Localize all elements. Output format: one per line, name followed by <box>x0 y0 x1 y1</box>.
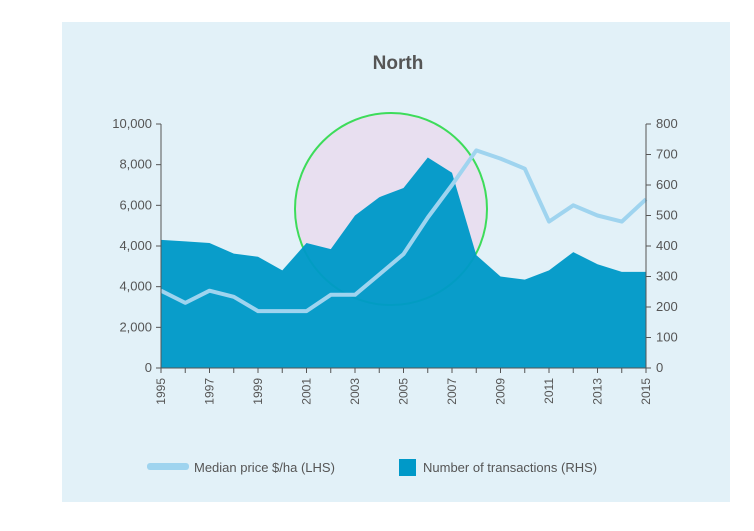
transactions-area <box>161 157 646 368</box>
left-tick-label: 4,000 <box>119 238 152 253</box>
right-tick-label: 600 <box>656 177 678 192</box>
left-tick-label: 8,000 <box>119 157 152 172</box>
left-tick-label: 4,000 <box>119 279 152 294</box>
right-tick-label: 300 <box>656 269 678 284</box>
x-tick-label: 1997 <box>203 378 217 405</box>
right-tick-label: 800 <box>656 116 678 131</box>
median-price-line <box>160 148 648 314</box>
x-tick-label: 2005 <box>397 378 411 405</box>
chart-title: North <box>373 53 424 74</box>
right-tick-label: 0 <box>656 360 663 375</box>
legend-swatch-area <box>399 459 416 476</box>
left-tick-label: 10,000 <box>112 116 152 131</box>
legend-swatch-line <box>147 463 189 470</box>
left-tick-label: 2,000 <box>119 319 152 334</box>
x-tick-label: 2009 <box>494 378 508 405</box>
legend: Median price $/ha (LHS) Number of transa… <box>147 459 597 476</box>
left-tick-label: 0 <box>145 360 152 375</box>
right-tick-label: 500 <box>656 208 678 223</box>
legend-label-line: Median price $/ha (LHS) <box>194 460 335 475</box>
x-tick-label: 2007 <box>445 378 459 405</box>
legend-label-area: Number of transactions (RHS) <box>423 460 597 475</box>
x-tick-label: 2015 <box>639 378 653 405</box>
x-tick-label: 2001 <box>300 378 314 405</box>
x-tick-label: 2011 <box>542 378 556 404</box>
right-tick-label: 200 <box>656 299 678 314</box>
chart-panel: 0 2,000 4,000 4,000 6,000 8,000 10,000 0 100 200 3… <box>62 22 730 502</box>
x-tick-label: 1995 <box>154 378 168 405</box>
right-tick-label: 400 <box>656 238 678 253</box>
chart: 02,0004,0004,0006,0008,00010,00001002003… <box>62 22 730 502</box>
right-tick-label: 100 <box>656 330 678 345</box>
right-tick-label: 700 <box>656 147 678 162</box>
x-tick-label: 2003 <box>348 378 362 405</box>
x-tick-label: 1999 <box>251 378 265 405</box>
x-tick-label: 2013 <box>591 378 605 405</box>
left-tick-label: 6,000 <box>119 197 152 212</box>
